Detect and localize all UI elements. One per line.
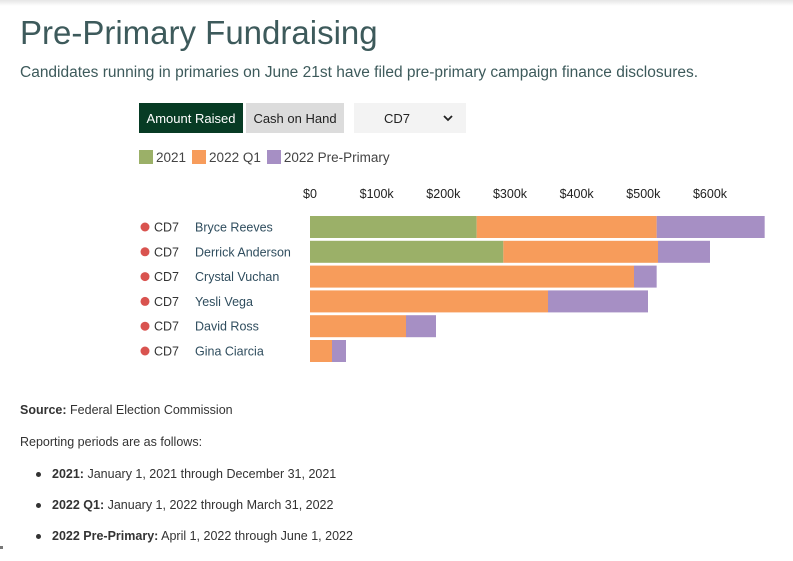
party-dot — [140, 296, 150, 306]
bar-segment-2022-q1 — [503, 240, 658, 263]
corner-mark — [0, 546, 3, 549]
legend-label-2022-pre-primary: 2022 Pre-Primary — [283, 149, 390, 165]
bar-segment-2022-q1 — [310, 265, 634, 288]
periods-intro: Reporting periods are as follows: — [20, 435, 203, 449]
list-item: 2022 Pre-Primary: April 1, 2022 through … — [20, 529, 353, 560]
fundraising-bar-chart: $0 $100k $200k $300k $400k $500k $600k CD7 Bryce… — [140, 187, 765, 362]
list-item: 2021: January 1, 2021 through December 3… — [20, 467, 353, 498]
candidate-label: David Ross — [195, 320, 259, 334]
x-tick-label: $600k — [693, 187, 728, 201]
bar-segment-2022-q1 — [310, 290, 548, 313]
candidate-label: Derrick Anderson — [195, 245, 291, 259]
chart-legend: 2021 2022 Q1 2022 Pre-Primary — [139, 148, 396, 166]
party-dot — [140, 321, 150, 331]
list-item: 2022 Q1: January 1, 2022 through March 3… — [20, 498, 353, 529]
bar-segment-2022-q1 — [310, 340, 332, 362]
period-name: 2021: — [52, 467, 84, 481]
x-tick-label: $400k — [560, 187, 595, 201]
source-line: Source: Federal Election Commission — [20, 403, 233, 417]
district-select-value: CD7 — [383, 110, 410, 126]
party-dot — [140, 272, 150, 282]
top-shadow — [0, 0, 793, 6]
x-tick-label: $0 — [303, 187, 317, 201]
legend-swatch-2021 — [139, 150, 153, 164]
period-list: 2021: January 1, 2021 through December 3… — [20, 467, 353, 560]
legend-item-2022-q1: 2022 Q1 — [192, 150, 261, 165]
legend-swatch-2022-pre-primary — [266, 150, 281, 164]
candidate-label: Bryce Reeves — [195, 221, 273, 235]
bar-segment-2022-pre-primary — [332, 340, 346, 362]
district-label: CD7 — [154, 221, 179, 235]
district-label: CD7 — [154, 345, 179, 359]
page-title: Pre-Primary Fundraising — [20, 14, 378, 51]
bar-segment-2022-pre-primary — [548, 290, 648, 313]
bar-segment-2022-pre-primary — [658, 240, 710, 263]
bar-segment-2022-pre-primary — [656, 216, 765, 238]
party-dot — [140, 346, 150, 356]
bar-segment-2021 — [310, 216, 477, 238]
district-label: CD7 — [154, 320, 179, 334]
legend-label-2021: 2021 — [156, 149, 187, 165]
period-name: 2022 Pre-Primary: — [52, 529, 159, 543]
bar-segment-2021 — [310, 240, 504, 263]
x-tick-label: $100k — [360, 187, 395, 201]
period-name: 2022 Q1: — [52, 498, 105, 512]
district-label: CD7 — [154, 295, 179, 309]
x-tick-label: $300k — [493, 187, 528, 201]
amount-raised-button[interactable]: Amount Raised — [139, 103, 243, 133]
bar-segment-2022-pre-primary — [634, 265, 657, 288]
party-dot — [140, 247, 150, 257]
district-label: CD7 — [154, 270, 179, 284]
period-range: April 1, 2022 through June 1, 2022 — [161, 529, 353, 543]
legend-item-2021: 2021 — [139, 150, 186, 165]
party-dot — [140, 222, 150, 232]
source-value: Federal Election Commission — [70, 403, 233, 417]
chevron-down-icon — [443, 115, 453, 122]
cash-on-hand-button[interactable]: Cash on Hand — [246, 103, 344, 133]
bar-segment-2022-pre-primary — [406, 315, 436, 338]
page-subtitle: Candidates running in primaries on June … — [20, 64, 699, 81]
period-range: January 1, 2022 through March 31, 2022 — [107, 498, 334, 512]
legend-item-2022-pre-primary: 2022 Pre-Primary — [266, 149, 390, 165]
district-select[interactable]: CD7 — [354, 103, 466, 133]
legend-label-2022-q1: 2022 Q1 — [209, 149, 261, 165]
candidate-label: Yesli Vega — [195, 295, 253, 309]
candidate-label: Gina Ciarcia — [195, 345, 264, 359]
x-tick-label: $500k — [626, 187, 661, 201]
candidate-label: Crystal Vuchan — [195, 270, 279, 284]
bar-segment-2022-q1 — [476, 216, 657, 238]
period-range: January 1, 2021 through December 31, 202… — [87, 467, 337, 481]
x-tick-label: $200k — [426, 187, 461, 201]
district-label: CD7 — [154, 245, 179, 259]
legend-swatch-2022-q1 — [192, 150, 207, 164]
bar-segment-2022-q1 — [310, 315, 406, 338]
source-label: Source: — [20, 403, 67, 417]
